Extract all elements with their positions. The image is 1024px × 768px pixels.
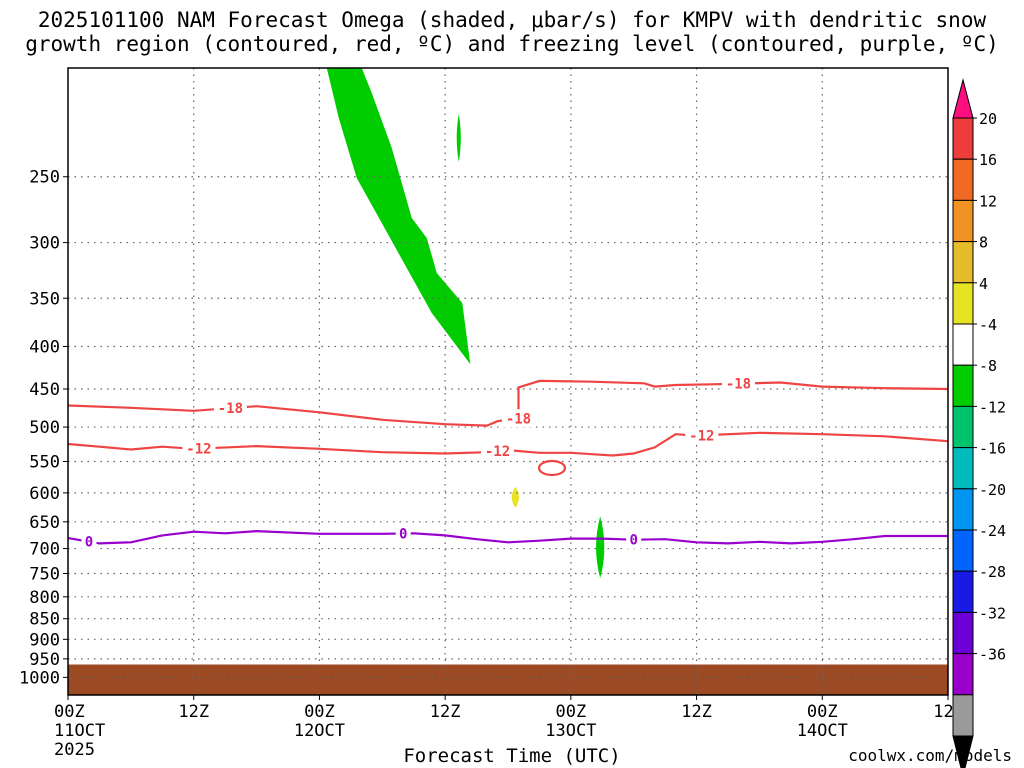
colorbar-segment-10 [952, 488, 974, 531]
colorbar-label--28: -28 [979, 563, 1006, 581]
x-tick-year-0: 2025 [54, 740, 95, 760]
colorbar-bottom-arrow [952, 735, 974, 768]
y-tick-label-600: 600 [29, 484, 60, 504]
contour-label-bg [213, 399, 247, 418]
colorbar-segment-4 [952, 241, 974, 284]
x-tick-label-72: 00Z [807, 702, 838, 722]
contour-label-bg [81, 532, 97, 551]
contour-layer: -18 -18 -18 -12 -12 -12 0 0 0 [67, 374, 949, 551]
colorbar-label--8: -8 [979, 357, 997, 375]
y-tick-label-950: 950 [29, 650, 60, 670]
x-tick-label-24: 00Z [304, 702, 335, 722]
contour-label-0: 0 [629, 533, 637, 549]
y-tick-label-800: 800 [29, 588, 60, 608]
plot-frame [67, 67, 949, 696]
y-tick-label-250: 250 [29, 168, 60, 188]
y-tick-label-450: 450 [29, 380, 60, 400]
pressure-axis: 2503003504004505005506006507007508008509… [19, 168, 68, 688]
omega-region-1 [326, 68, 471, 365]
colorbar-segment-1 [952, 117, 974, 160]
contour-line-0 [67, 529, 948, 545]
contour-label-bg [182, 439, 216, 458]
colorbar-segment-7 [952, 364, 974, 407]
y-tick-label-900: 900 [29, 630, 60, 650]
colorbar-label-4: 4 [979, 275, 988, 293]
x-tick-label-60: 12Z [681, 702, 712, 722]
contour-label--18: -18 [726, 377, 751, 393]
contour-label--12: -12 [689, 428, 714, 444]
y-tick-label-850: 850 [29, 610, 60, 630]
colorbar-segment-12 [952, 570, 974, 613]
colorbar-segment-11 [952, 529, 974, 572]
x-axis-label: Forecast Time (UTC) [403, 745, 621, 767]
colorbar-label--36: -36 [979, 646, 1006, 664]
colorbar-label--24: -24 [979, 522, 1006, 540]
contour-label-bg [481, 442, 515, 461]
omega-region-4 [511, 486, 519, 508]
contour-label-bg [626, 530, 642, 549]
y-tick-label-750: 750 [29, 564, 60, 584]
colorbar-label--32: -32 [979, 604, 1006, 622]
ground-surface [68, 664, 948, 695]
x-tick-label-48: 00Z [555, 702, 586, 722]
contour-loop-minus12 [537, 459, 567, 477]
y-tick-label-700: 700 [29, 540, 60, 560]
colorbar-segment-13 [952, 611, 974, 655]
x-tick-date-72: 14OCT [797, 721, 848, 741]
colorbar-segment-14 [952, 653, 974, 696]
chart-title-line-2: growth region (contoured, red, ºC) and f… [25, 32, 999, 56]
omega-shading-layer [326, 68, 605, 579]
colorbar-label--20: -20 [979, 481, 1006, 499]
x-tick-label-0: 00Z [54, 702, 85, 722]
contour-label--18: -18 [506, 411, 531, 427]
y-tick-label-500: 500 [29, 418, 60, 438]
contour-label--12: -12 [186, 442, 211, 458]
contour-label-bg [395, 524, 411, 543]
contour-label-0: 0 [85, 535, 93, 551]
colorbar-label-8: 8 [979, 234, 988, 252]
colorbar-label-20: 20 [979, 110, 997, 128]
colorbar-segment-2 [952, 158, 974, 201]
contour-label--12: -12 [485, 444, 510, 460]
colorbar-label-16: 16 [979, 151, 997, 169]
x-tick-label-36: 12Z [430, 702, 461, 722]
contour-label--18: -18 [218, 401, 243, 417]
y-tick-label-650: 650 [29, 513, 60, 533]
credit-text: coolwx.com/models [848, 746, 1012, 765]
x-tick-label-12: 12Z [178, 702, 209, 722]
colorbar-legend: 20 16 12 8 4 -4 -8 -12 -16 -20 -24 -28 -32 -36 [952, 78, 1006, 768]
colorbar-segment-9 [952, 447, 974, 490]
colorbar-segment-8 [952, 405, 974, 449]
x-tick-date-24: 12OCT [294, 721, 345, 741]
contour-line--18 [67, 379, 949, 427]
chart-title-line-1: 2025101100 NAM Forecast Omega (shaded, μ… [37, 8, 987, 32]
y-tick-label-550: 550 [29, 452, 60, 472]
contour-label-bg [685, 426, 719, 445]
y-tick-label-350: 350 [29, 289, 60, 309]
colorbar-segment-5 [952, 282, 974, 325]
contour-label-0: 0 [399, 526, 407, 542]
x-tick-date-48: 13OCT [545, 721, 596, 741]
x-tick-date-0: 11OCT [54, 721, 105, 741]
omega-region-2 [456, 113, 461, 162]
contour-label-bg [721, 374, 755, 393]
y-tick-label-400: 400 [29, 337, 60, 357]
y-tick-label-1000: 1000 [19, 668, 60, 688]
contour-label-bg [501, 409, 535, 428]
omega-region-3 [596, 516, 605, 579]
grid-lines [68, 68, 948, 695]
y-tick-label-300: 300 [29, 234, 60, 254]
colorbar-segment-6 [952, 323, 974, 366]
colorbar-segment-15 [952, 694, 974, 737]
colorbar-label--12: -12 [979, 398, 1006, 416]
colorbar-label-12: 12 [979, 192, 997, 210]
colorbar-segment-3 [952, 199, 974, 243]
colorbar-label--16: -16 [979, 440, 1006, 458]
colorbar-top-arrow [952, 78, 974, 119]
colorbar-label--4: -4 [979, 316, 997, 334]
